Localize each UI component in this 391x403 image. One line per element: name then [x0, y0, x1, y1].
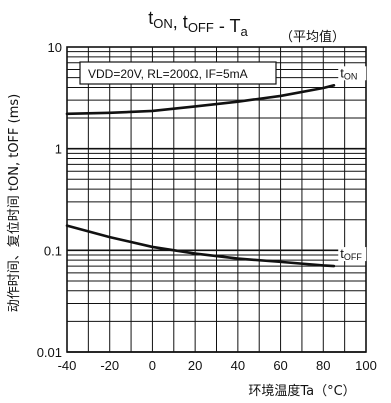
x-tick-label: 40 [231, 358, 245, 373]
y-tick-label: 0.1 [44, 243, 62, 258]
title-part: , t [173, 12, 188, 32]
title-part: - T [214, 16, 241, 36]
x-tick-label: 20 [188, 358, 202, 373]
title-subscript: ON [153, 16, 173, 31]
x-tick-label: -40 [58, 358, 77, 373]
plot-frame [66, 46, 367, 353]
y-tick-label: 1 [55, 142, 62, 157]
x-tick-label: 80 [316, 358, 330, 373]
chart-grid [66, 47, 367, 353]
y-axis-ticks: 0.01 0.1 1 10 [37, 40, 62, 360]
x-tick-label: 0 [149, 358, 156, 373]
y-tick-label: 10 [48, 40, 62, 55]
y-axis-label: 动作时间、复位时间 tON, tOFF (ms) [7, 94, 22, 312]
series-label-bg [338, 247, 367, 262]
x-axis-ticks: -40 -20 0 20 40 60 80 100 [58, 358, 377, 373]
series-label-bg [338, 66, 367, 81]
series-label-ton: tON [340, 65, 357, 81]
chart-title: tON, tOFF - Ta （平均值） [148, 8, 345, 45]
series-layer: tON tOFF [65, 65, 367, 268]
annotation-box [79, 61, 277, 85]
series-line-ton [65, 84, 336, 116]
title-subscript: a [240, 24, 248, 39]
x-axis-label: 环境温度Ta（°C） [248, 383, 355, 399]
condition-annotation: VDD=20V, RL=200Ω, IF=5mA [79, 61, 277, 85]
series-line-toff [65, 224, 336, 268]
annotation-text: VDD=20V, RL=200Ω, IF=5mA [88, 67, 248, 81]
y-tick-label: 0.01 [37, 345, 62, 360]
x-tick-label: -20 [100, 358, 119, 373]
title-subscript: OFF [188, 20, 214, 35]
series-label-toff: tOFF [340, 246, 362, 262]
chart-title-suffix: （平均值） [280, 29, 345, 45]
x-tick-label: 60 [273, 358, 287, 373]
title-part: t [148, 8, 153, 28]
chart-title-main: tON, tOFF - Ta [148, 8, 248, 39]
x-tick-label: 100 [355, 358, 377, 373]
